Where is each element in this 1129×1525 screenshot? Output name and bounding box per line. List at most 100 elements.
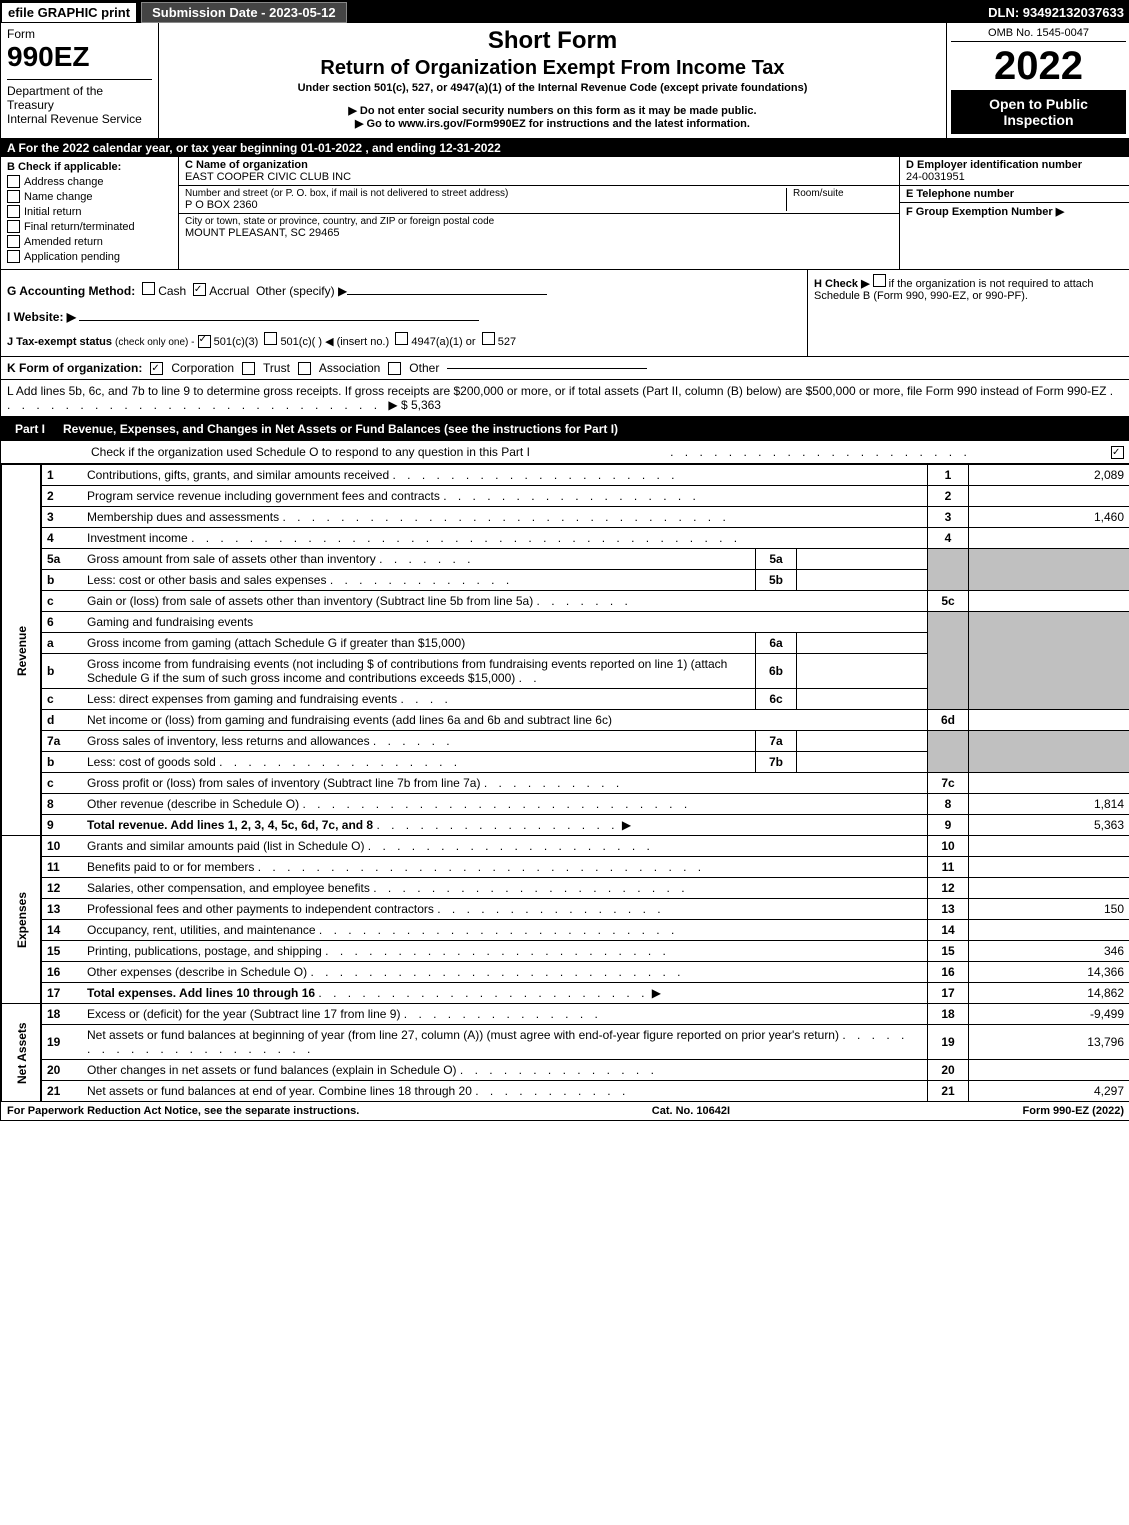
line-15-desc: Printing, publications, postage, and shi…	[87, 944, 322, 958]
line-11-desc: Benefits paid to or for members	[87, 860, 254, 874]
header-center: Short Form Return of Organization Exempt…	[159, 23, 946, 138]
line-2-num: 2	[41, 486, 82, 507]
line-18-desc: Excess or (deficit) for the year (Subtra…	[87, 1007, 400, 1021]
efile-button[interactable]: efile GRAPHIC print	[1, 2, 137, 23]
form-container: efile GRAPHIC print Submission Date - 20…	[0, 0, 1129, 1121]
line-11-num: 11	[41, 857, 82, 878]
line-6c-num: c	[41, 689, 82, 710]
line-6c-val	[797, 689, 928, 710]
line-6b-val	[797, 654, 928, 689]
g-accrual: Accrual	[209, 284, 249, 298]
checkbox-4947[interactable]	[395, 332, 408, 345]
checkbox-application-pending[interactable]	[7, 250, 20, 263]
line-6d-val	[969, 710, 1129, 731]
top-bar: efile GRAPHIC print Submission Date - 20…	[1, 1, 1129, 23]
g-other-input[interactable]	[347, 294, 547, 295]
line-9-ref: 9	[928, 815, 969, 836]
f-label: F Group Exemption Number ▶	[906, 205, 1124, 218]
line-6-num: 6	[41, 612, 82, 633]
g-other: Other (specify) ▶	[256, 284, 347, 298]
line-13-desc: Professional fees and other payments to …	[87, 902, 434, 916]
line-5b-ref: 5b	[756, 570, 797, 591]
line-7b-val	[797, 752, 928, 773]
line-18-val: -9,499	[969, 1004, 1129, 1025]
header-right: OMB No. 1545-0047 2022 Open to Public In…	[946, 23, 1129, 138]
g-label: G Accounting Method:	[7, 284, 135, 298]
line-3-ref: 3	[928, 507, 969, 528]
checkbox-schedule-o[interactable]	[1111, 446, 1124, 459]
b-item-1: Name change	[24, 191, 93, 203]
line-3-desc: Membership dues and assessments	[87, 510, 279, 524]
line-16-desc: Other expenses (describe in Schedule O)	[87, 965, 307, 979]
line-4-desc: Investment income	[87, 531, 188, 545]
j-insert: ◀ (insert no.)	[325, 336, 389, 348]
form-table: Revenue 1 Contributions, gifts, grants, …	[1, 464, 1129, 1102]
line-18-num: 18	[41, 1004, 82, 1025]
line-12-desc: Salaries, other compensation, and employ…	[87, 881, 370, 895]
line-7a-ref: 7a	[756, 731, 797, 752]
j-opt3: 4947(a)(1) or	[411, 336, 475, 348]
line-14-val	[969, 920, 1129, 941]
line-20-desc: Other changes in net assets or fund bala…	[87, 1063, 457, 1077]
checkbox-501c[interactable]	[264, 332, 277, 345]
warn2: ▶ Go to www.irs.gov/Form990EZ for instru…	[165, 117, 940, 130]
line-2-ref: 2	[928, 486, 969, 507]
line-12-val	[969, 878, 1129, 899]
line-21-ref: 21	[928, 1081, 969, 1102]
part1-label: Part I	[7, 420, 53, 438]
row-k: K Form of organization: Corporation Trus…	[1, 357, 1129, 380]
checkbox-initial-return[interactable]	[7, 205, 20, 218]
checkbox-accrual[interactable]	[193, 283, 206, 296]
line-6a-desc: Gross income from gaming (attach Schedul…	[87, 636, 465, 650]
line-19-desc: Net assets or fund balances at beginning…	[87, 1028, 839, 1042]
part1-header: Part I Revenue, Expenses, and Changes in…	[1, 417, 1129, 441]
checkbox-501c3[interactable]	[198, 335, 211, 348]
checkbox-trust[interactable]	[242, 362, 255, 375]
checkbox-name-change[interactable]	[7, 190, 20, 203]
line-17-val: 14,862	[969, 983, 1129, 1004]
checkbox-association[interactable]	[298, 362, 311, 375]
checkbox-527[interactable]	[482, 332, 495, 345]
line-5b-val	[797, 570, 928, 591]
line-2-val	[969, 486, 1129, 507]
line-10-num: 10	[41, 836, 82, 857]
line-8-val: 1,814	[969, 794, 1129, 815]
checkbox-address-change[interactable]	[7, 175, 20, 188]
line-7-shade	[928, 731, 969, 773]
room-label: Room/suite	[793, 188, 893, 199]
checkbox-amended-return[interactable]	[7, 235, 20, 248]
checkbox-other-org[interactable]	[388, 362, 401, 375]
row-l: L Add lines 5b, 6c, and 7b to line 9 to …	[1, 380, 1129, 417]
line-1-val: 2,089	[969, 465, 1129, 486]
header-row: Form 990EZ Department of the Treasury In…	[1, 23, 1129, 139]
street-value: P O BOX 2360	[185, 199, 780, 211]
line-5-shade	[928, 549, 969, 591]
line-9-num: 9	[41, 815, 82, 836]
k-opt-3: Other	[409, 361, 439, 375]
line-7c-num: c	[41, 773, 82, 794]
line-5b-num: b	[41, 570, 82, 591]
checkbox-h[interactable]	[873, 274, 886, 287]
b-item-5: Application pending	[24, 251, 120, 263]
line-16-val: 14,366	[969, 962, 1129, 983]
k-other-input[interactable]	[447, 368, 647, 369]
line-5a-ref: 5a	[756, 549, 797, 570]
line-5a-desc: Gross amount from sale of assets other t…	[87, 552, 376, 566]
line-6b-desc: Gross income from fundraising events (no…	[87, 657, 727, 685]
checkbox-corporation[interactable]	[150, 362, 163, 375]
line-12-num: 12	[41, 878, 82, 899]
website-input[interactable]	[79, 320, 479, 321]
checkbox-final-return[interactable]	[7, 220, 20, 233]
line-6d-ref: 6d	[928, 710, 969, 731]
k-opt-0: Corporation	[171, 361, 234, 375]
line-15-num: 15	[41, 941, 82, 962]
line-20-num: 20	[41, 1060, 82, 1081]
checkbox-cash[interactable]	[142, 282, 155, 295]
warn1: ▶ Do not enter social security numbers o…	[165, 104, 940, 117]
line-17-desc: Total expenses. Add lines 10 through 16	[87, 986, 315, 1000]
line-8-desc: Other revenue (describe in Schedule O)	[87, 797, 299, 811]
irs-text: Internal Revenue Service	[7, 112, 152, 126]
j-label: J Tax-exempt status	[7, 336, 112, 348]
line-5a-val	[797, 549, 928, 570]
d-label: D Employer identification number	[906, 159, 1124, 171]
